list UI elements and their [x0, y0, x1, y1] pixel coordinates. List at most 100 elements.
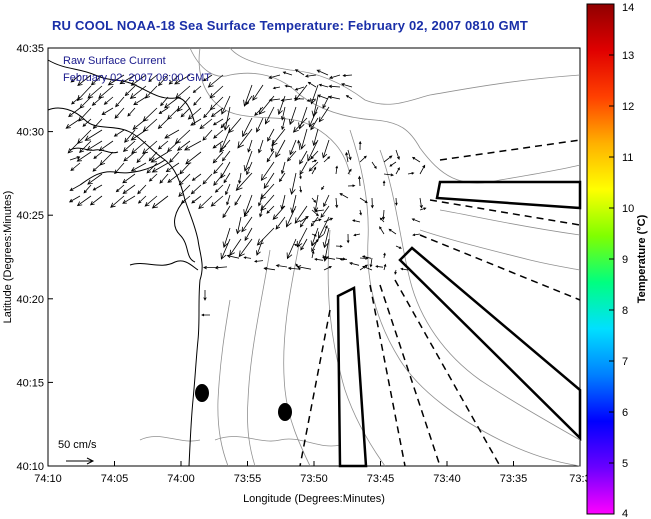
current-arrow — [322, 139, 330, 159]
current-arrow — [130, 129, 147, 141]
colorbar-tick-label: 4 — [622, 508, 628, 519]
current-arrow — [244, 227, 253, 242]
current-arrow — [383, 173, 394, 177]
survey-lines — [299, 139, 581, 467]
current-arrow — [323, 225, 328, 235]
current-arrow — [175, 85, 191, 99]
current-arrow — [293, 97, 305, 101]
current-arrow — [256, 227, 275, 246]
current-arrow — [247, 139, 253, 153]
current-arrow — [310, 117, 319, 131]
colorbar-tick-label: 8 — [622, 305, 628, 317]
x-tick-label: 73:50 — [300, 473, 328, 485]
current-arrow — [160, 96, 169, 107]
current-arrow — [321, 185, 325, 191]
current-arrow — [221, 150, 231, 162]
current-arrow — [178, 184, 191, 198]
current-arrow — [263, 172, 275, 189]
current-arrow — [176, 140, 191, 151]
current-arrow — [130, 162, 147, 172]
current-arrow — [99, 151, 114, 166]
current-arrow — [271, 128, 286, 147]
current-arrow — [265, 106, 275, 125]
current-arrow — [89, 195, 103, 206]
current-vectors — [65, 69, 427, 317]
current-arrow — [310, 150, 319, 160]
current-arrow — [359, 209, 362, 216]
current-arrow — [103, 96, 114, 105]
y-tick-label: 40:30 — [16, 127, 44, 139]
current-arrow — [70, 162, 81, 172]
current-arrow — [185, 151, 202, 165]
current-arrow — [412, 233, 421, 237]
current-arrow — [214, 184, 224, 193]
current-arrow — [226, 194, 231, 206]
current-arrow — [419, 164, 426, 175]
y-tick-label: 40:20 — [16, 294, 44, 306]
current-arrow — [266, 150, 275, 163]
current-arrow — [256, 117, 264, 133]
current-arrow — [223, 106, 231, 131]
x-tick-label: 73:35 — [500, 473, 528, 485]
colorbar-tick-label: 12 — [622, 101, 634, 113]
current-arrow — [306, 98, 317, 102]
current-arrow — [289, 106, 297, 126]
current-arrow — [115, 184, 125, 193]
current-arrow — [298, 106, 308, 130]
study-boxes — [336, 180, 582, 468]
current-arrow — [389, 161, 397, 167]
current-arrow — [321, 255, 336, 260]
current-arrow — [289, 139, 297, 156]
current-arrow — [225, 183, 231, 196]
current-arrow — [323, 266, 333, 271]
current-arrow — [148, 173, 158, 182]
current-arrow — [136, 151, 147, 164]
current-arrow — [87, 173, 103, 185]
current-arrow — [137, 195, 147, 204]
current-arrow — [282, 71, 293, 76]
current-arrow — [294, 69, 305, 76]
colorbar-tick-label: 10 — [622, 203, 634, 215]
current-arrow — [76, 195, 92, 207]
current-arrow — [328, 74, 341, 79]
current-arrow — [381, 209, 385, 221]
bathymetry-contours — [139, 47, 581, 467]
current-arrow — [179, 162, 191, 175]
current-arrow — [314, 258, 324, 261]
current-arrow — [369, 257, 373, 268]
scale-label: 50 cm/s — [58, 439, 97, 451]
current-arrow — [263, 266, 276, 271]
current-arrow — [293, 243, 301, 247]
current-arrow — [213, 162, 224, 175]
current-arrow — [164, 129, 180, 139]
current-arrow — [241, 216, 253, 233]
current-arrow — [122, 173, 136, 184]
current-arrow — [268, 98, 281, 102]
current-arrow — [180, 107, 191, 118]
current-arrow — [322, 95, 330, 109]
current-arrow — [284, 84, 293, 88]
current-arrow — [209, 96, 224, 111]
current-arrow — [119, 74, 136, 85]
current-arrow — [275, 216, 286, 230]
current-arrow — [320, 205, 330, 219]
current-arrow — [311, 218, 322, 223]
buoy-marker — [195, 384, 209, 402]
current-arrow — [411, 156, 421, 163]
current-arrow — [129, 85, 147, 99]
current-arrow — [190, 118, 202, 126]
current-arrow — [254, 259, 264, 263]
current-arrow — [90, 74, 103, 86]
current-arrow — [323, 194, 330, 208]
y-tick-label: 40:25 — [16, 210, 44, 222]
current-arrow — [144, 195, 158, 207]
current-arrow — [279, 172, 286, 183]
y-tick-label: 40:10 — [16, 461, 44, 473]
current-arrow — [254, 106, 264, 116]
current-arrow — [223, 172, 231, 184]
current-arrow — [286, 150, 297, 162]
current-arrow — [335, 244, 343, 248]
current-arrow — [86, 140, 103, 151]
current-arrow — [142, 107, 158, 122]
